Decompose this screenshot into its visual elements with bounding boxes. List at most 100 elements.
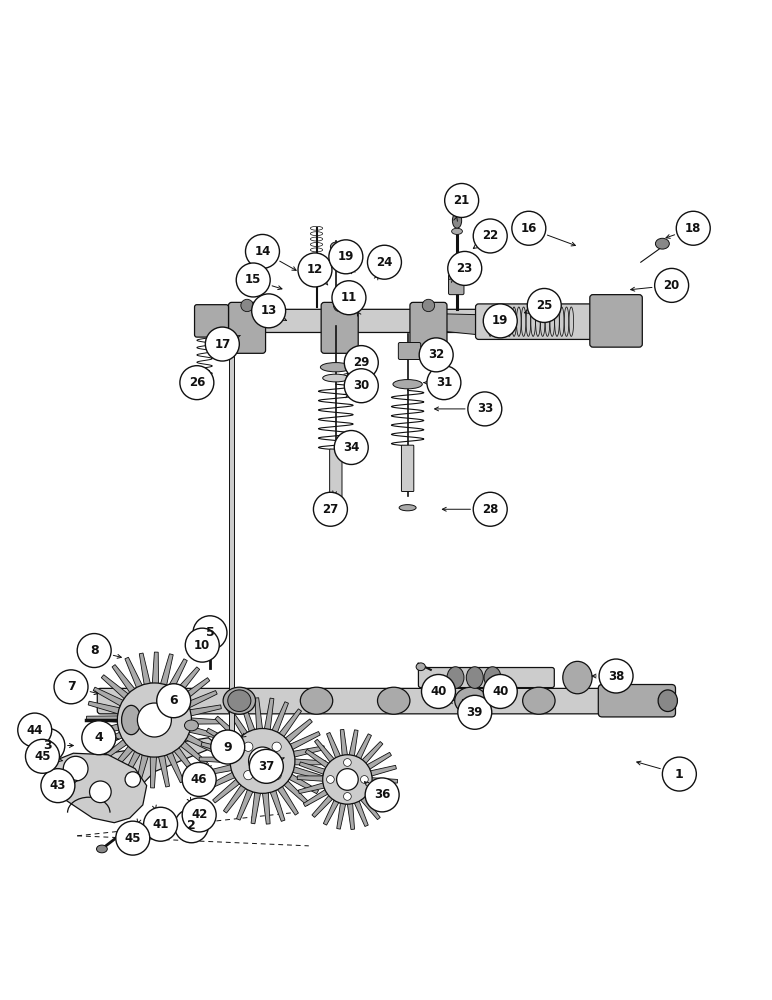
Circle shape [249, 749, 283, 783]
Circle shape [205, 327, 239, 361]
Ellipse shape [378, 687, 410, 714]
Circle shape [182, 798, 216, 832]
Ellipse shape [455, 262, 463, 267]
Circle shape [137, 703, 171, 737]
Text: 17: 17 [214, 338, 231, 351]
Text: 38: 38 [608, 670, 625, 683]
Circle shape [327, 776, 334, 783]
Text: 32: 32 [428, 348, 445, 361]
Ellipse shape [466, 667, 483, 688]
Ellipse shape [96, 845, 107, 853]
Circle shape [224, 739, 239, 755]
Ellipse shape [563, 661, 592, 694]
Circle shape [116, 821, 150, 855]
FancyBboxPatch shape [398, 343, 421, 359]
Circle shape [323, 755, 372, 804]
Ellipse shape [523, 687, 555, 714]
Circle shape [422, 299, 435, 312]
Text: 8: 8 [90, 644, 99, 657]
Circle shape [334, 431, 368, 464]
Text: 14: 14 [254, 245, 271, 258]
Ellipse shape [393, 380, 422, 389]
FancyBboxPatch shape [229, 344, 235, 747]
Ellipse shape [327, 512, 344, 519]
Circle shape [344, 759, 351, 766]
Circle shape [41, 769, 75, 803]
Text: 28: 28 [482, 503, 499, 516]
Polygon shape [417, 313, 479, 335]
Text: 45: 45 [124, 832, 141, 845]
Circle shape [367, 245, 401, 279]
FancyBboxPatch shape [229, 302, 266, 353]
Circle shape [63, 756, 88, 781]
Text: 36: 36 [374, 788, 391, 801]
Circle shape [180, 366, 214, 400]
Text: 29: 29 [353, 356, 370, 369]
Circle shape [344, 346, 378, 380]
Ellipse shape [655, 238, 669, 249]
Circle shape [365, 778, 399, 812]
Text: 24: 24 [376, 256, 393, 269]
FancyBboxPatch shape [330, 449, 342, 497]
Text: 26: 26 [188, 376, 205, 389]
Circle shape [90, 781, 111, 803]
Text: 13: 13 [260, 304, 277, 317]
Circle shape [211, 730, 245, 764]
Circle shape [241, 299, 253, 312]
Polygon shape [297, 729, 398, 830]
Text: 46: 46 [191, 773, 208, 786]
Text: 21: 21 [453, 194, 470, 207]
Text: 12: 12 [306, 263, 323, 276]
Circle shape [77, 634, 111, 668]
FancyBboxPatch shape [195, 305, 229, 337]
Circle shape [676, 211, 710, 245]
Circle shape [249, 747, 276, 775]
Text: 20: 20 [663, 279, 680, 292]
Circle shape [599, 659, 633, 693]
Circle shape [419, 338, 453, 372]
Ellipse shape [228, 690, 251, 712]
Ellipse shape [452, 213, 462, 228]
Text: 22: 22 [482, 229, 499, 242]
Ellipse shape [146, 687, 178, 714]
Ellipse shape [455, 253, 464, 261]
Text: 5: 5 [205, 626, 215, 639]
Circle shape [236, 263, 270, 297]
Text: 41: 41 [152, 818, 169, 831]
Text: 1: 1 [675, 768, 684, 781]
Circle shape [31, 729, 65, 762]
Circle shape [125, 772, 141, 787]
Text: 33: 33 [476, 402, 493, 415]
FancyBboxPatch shape [401, 445, 414, 492]
FancyBboxPatch shape [598, 685, 676, 717]
Ellipse shape [205, 651, 215, 658]
Text: 7: 7 [66, 680, 76, 693]
Text: 39: 39 [466, 706, 483, 719]
Ellipse shape [323, 374, 349, 382]
Text: 11: 11 [340, 291, 357, 304]
Circle shape [82, 721, 116, 755]
Circle shape [662, 757, 696, 791]
Circle shape [655, 268, 689, 302]
Text: 31: 31 [435, 376, 452, 389]
Text: 44: 44 [26, 724, 43, 737]
Circle shape [182, 762, 216, 796]
Ellipse shape [330, 242, 341, 251]
Circle shape [448, 251, 482, 285]
Circle shape [18, 713, 52, 747]
Polygon shape [199, 698, 326, 824]
Ellipse shape [452, 228, 462, 234]
Circle shape [458, 695, 492, 729]
Circle shape [157, 684, 191, 718]
Text: 37: 37 [258, 760, 275, 773]
Ellipse shape [455, 687, 487, 714]
Circle shape [332, 281, 366, 315]
Text: 23: 23 [456, 262, 473, 275]
Circle shape [344, 793, 351, 800]
Circle shape [468, 392, 502, 426]
Text: 45: 45 [34, 750, 51, 763]
Ellipse shape [399, 505, 416, 511]
Circle shape [174, 809, 208, 843]
Polygon shape [86, 652, 222, 788]
Circle shape [473, 219, 507, 253]
